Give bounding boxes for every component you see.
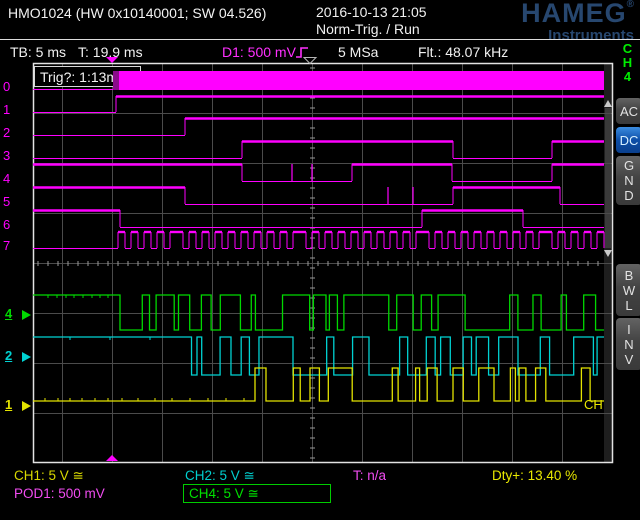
trigger-warning-box: Trig?: 1:13min [34,66,141,87]
trigger-source-readout: D1: 500 mV [222,44,296,60]
analog-channel-label-ch4: 4 [5,306,13,321]
digital-channel-label-d4: 4 [3,171,11,186]
scroll-up-icon[interactable] [604,100,612,107]
softkey-ac[interactable]: AC [616,98,640,124]
digital-channel-label-d6: 6 [3,217,11,232]
device-title: HMO1024 (HW 0x10140001; SW 04.526) [8,5,267,21]
header-datetime: 2016-10-13 21:05 [316,4,427,20]
softkey-bwl[interactable]: B W L [616,264,640,316]
softkey-inv[interactable]: I N V [616,318,640,370]
softkey-gnd[interactable]: G N D [616,156,640,205]
brand-name: HAMEG [521,0,627,28]
clipped-channel-label: CH [584,397,603,412]
brand-subtitle: Instruments [548,27,634,44]
ch4-selected-box: CH4: 5 V ≅ [183,484,331,503]
scroll-down-icon[interactable] [604,250,612,257]
digital-channel-label-d3: 3 [3,148,11,163]
sample-rate-readout: 5 MSa [338,44,379,60]
waveform-layer [22,57,605,461]
digital-channel-label-d2: 2 [3,125,11,140]
trigger-readout: T: n/a [353,468,387,483]
ch1-readout: CH1: 5 V ≅ [14,468,84,483]
digital-channel-label-d7: 7 [3,238,11,253]
header-trigger-status: Norm-Trig. / Run [316,21,420,37]
digital-scrollbar-thumb[interactable] [605,108,611,248]
ch2-readout: CH2: 5 V ≅ [185,468,255,483]
trigger-warning-text: Trig?: 1:13min [40,69,129,85]
pod1-readout: POD1: 500 mV [14,486,105,501]
trigger-time-readout: T: 19.9 ms [78,44,143,60]
analog-channel-label-ch1: 1 [5,397,13,412]
timebase-readout: TB: 5 ms [10,44,67,60]
filter-readout: Flt.: 48.07 kHz [418,44,509,60]
ch4-readout: CH4: 5 V ≅ [189,486,259,501]
softkey-dc[interactable]: DC [616,127,640,153]
duty-cycle-readout: Dty+: 13.40 % [492,468,578,483]
header-divider [0,39,640,40]
digital-channel-label-d0: 0 [3,79,11,94]
graticule-grid [32,62,614,464]
sidebar-channel-label: CH4 [622,41,633,84]
brand-logo: HAMEG® Instruments [488,0,634,43]
analog-channel-label-ch2: 2 [5,348,13,363]
digital-channel-label-d1: 1 [3,102,11,117]
digital-channel-label-d5: 5 [3,194,11,209]
rising-edge-icon [296,47,308,58]
registered-mark: ® [626,0,634,10]
